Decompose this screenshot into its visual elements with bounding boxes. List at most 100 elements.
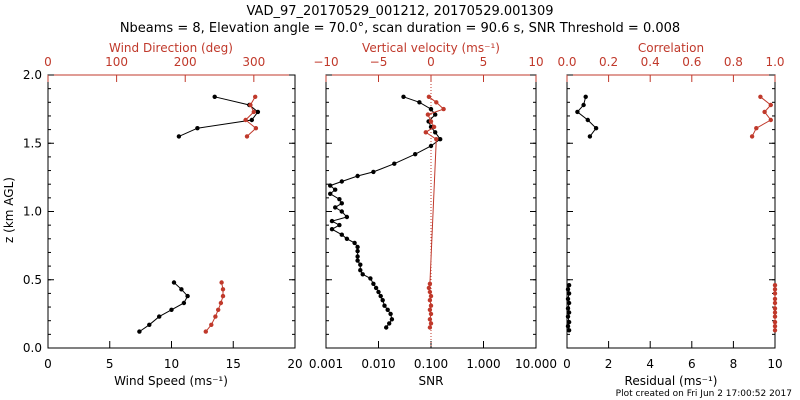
data-point <box>427 281 433 286</box>
data-point <box>565 287 571 292</box>
data-point <box>566 319 572 325</box>
data-point <box>772 287 778 292</box>
top-tick-label: −10 <box>313 55 338 69</box>
data-point <box>438 137 443 142</box>
top-tick-label: 300 <box>242 55 265 69</box>
data-point <box>244 134 250 139</box>
snr-axis-label: SNR <box>419 374 444 388</box>
plot-created-note: Plot created on Fri Jun 2 17:00:52 2017 <box>616 389 792 399</box>
y-axis-label: z (km AGL) <box>2 177 16 243</box>
x-tick-label: 0 <box>44 357 52 371</box>
data-point <box>147 322 152 327</box>
data-point <box>585 117 590 123</box>
data-point <box>329 218 335 224</box>
data-point <box>213 314 218 319</box>
data-point <box>583 94 588 100</box>
data-point <box>333 187 338 192</box>
y-tick-label: 0.0 <box>23 341 42 355</box>
snr-panel: Vertical velocity (ms⁻¹) SNR 0.001 0.010 0… <box>309 41 557 388</box>
data-point <box>243 117 248 123</box>
data-point <box>195 126 200 131</box>
x-tick-label: 6 <box>688 357 696 371</box>
data-point <box>339 201 344 206</box>
data-point <box>772 306 778 311</box>
x-tick-label: 0.001 <box>309 357 343 371</box>
data-point <box>433 112 438 117</box>
data-point <box>587 134 593 139</box>
data-point <box>355 258 360 263</box>
data-point <box>565 314 571 319</box>
data-point <box>428 119 434 124</box>
data-point <box>339 179 344 184</box>
data-point <box>255 109 261 115</box>
data-point <box>433 130 438 135</box>
x-tick-label: 1.000 <box>466 357 500 371</box>
data-point <box>566 283 572 288</box>
x-tick-label: 2 <box>605 357 613 371</box>
data-point <box>427 289 433 295</box>
data-point <box>209 322 214 327</box>
x-tick-label: 10.000 <box>515 357 557 371</box>
y-tick-label: 0.5 <box>23 273 42 287</box>
data-point <box>344 214 350 220</box>
data-point <box>772 296 778 302</box>
data-point <box>413 152 418 157</box>
data-point <box>382 303 387 308</box>
x-tick-label: 20 <box>287 357 302 371</box>
top-tick-label: 200 <box>174 55 197 69</box>
y-tick-label: 2.0 <box>23 68 42 82</box>
data-point <box>352 240 357 246</box>
data-point <box>378 293 383 299</box>
data-point <box>249 117 254 123</box>
top-tick-label: 5 <box>480 55 488 69</box>
wind-speed-axis-label: Wind Speed (ms⁻¹) <box>114 374 228 388</box>
data-point <box>772 283 778 288</box>
data-point <box>427 298 433 303</box>
data-point <box>137 329 142 334</box>
data-point <box>772 314 778 319</box>
top-tick-label: 0.6 <box>682 55 701 69</box>
data-point <box>428 106 434 112</box>
data-point <box>565 306 571 311</box>
data-point <box>593 126 599 131</box>
data-point <box>762 109 767 115</box>
data-point <box>355 254 360 259</box>
data-point <box>575 109 580 115</box>
data-point <box>428 143 434 149</box>
top-tick-label: 0 <box>44 55 52 69</box>
residual-axis-label: Residual (ms⁻¹) <box>625 374 718 388</box>
data-point <box>566 328 572 333</box>
data-point <box>427 325 433 330</box>
data-point <box>428 321 434 326</box>
data-point <box>434 137 439 142</box>
data-point <box>171 280 177 285</box>
x-tick-label: 0.010 <box>361 357 395 371</box>
top-tick-label: 10 <box>528 55 543 69</box>
data-point <box>220 293 226 299</box>
figure-title: VAD_97_20170529_001212, 20170529.001309 <box>247 4 554 19</box>
data-point <box>772 324 778 329</box>
data-point <box>401 94 406 100</box>
data-point <box>216 307 221 312</box>
data-point <box>426 285 432 291</box>
data-point <box>772 291 778 296</box>
data-point <box>423 130 428 135</box>
figure-subtitle: Nbeams = 8, Elevation angle = 70.0°, sca… <box>120 21 680 36</box>
data-point <box>358 268 363 273</box>
data-point <box>384 325 389 330</box>
data-point <box>428 293 434 299</box>
data-point <box>565 296 571 302</box>
data-point <box>392 161 397 166</box>
data-point <box>431 124 437 130</box>
vertical-velocity-axis-label: Vertical velocity (ms⁻¹) <box>362 41 500 55</box>
data-point <box>355 244 360 250</box>
data-point <box>339 209 344 214</box>
data-point <box>417 100 422 105</box>
wind-direction-axis-label: Wind Direction (deg) <box>109 41 233 55</box>
data-point <box>371 169 376 175</box>
data-point <box>428 311 434 317</box>
data-point <box>355 248 360 254</box>
data-point <box>758 94 763 100</box>
data-point <box>772 319 778 325</box>
